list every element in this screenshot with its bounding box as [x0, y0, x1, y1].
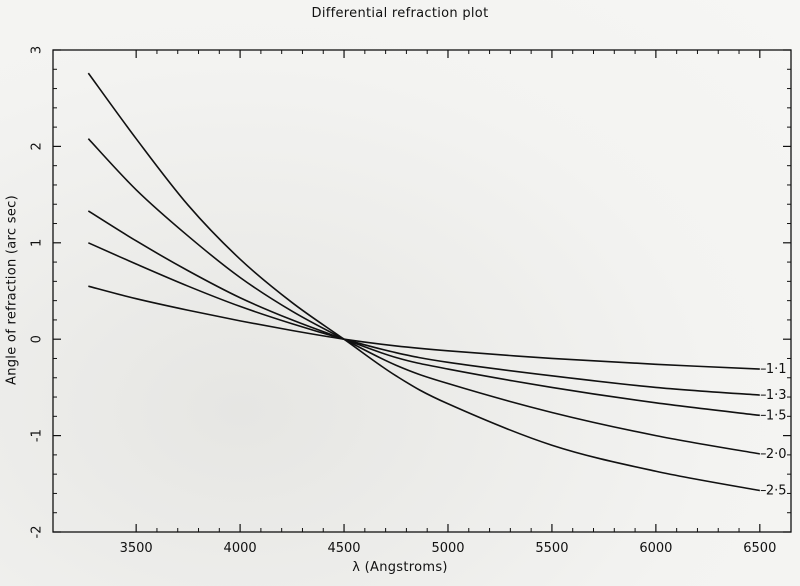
series-line-2 [87, 210, 760, 417]
y-tick-label: 0 [30, 335, 45, 343]
x-tick-label: 6000 [639, 541, 672, 556]
x-tick-label: 6500 [743, 541, 776, 556]
series-end-label: 1·1 [766, 362, 787, 377]
axis-ticks: 3500 4000 4500 5000 5500 6000 6500 -2 -1 0 1 2 3 [30, 46, 791, 556]
series-line-3 [87, 138, 760, 455]
series-line-0 [88, 285, 760, 370]
y-tick-label: -2 [30, 526, 45, 539]
y-tick-label: 1 [30, 239, 45, 247]
series-end-label: 2·0 [766, 447, 787, 462]
series-line-1 [88, 242, 760, 396]
series-labels: 1·1 1·3 1·5 2·0 2·5 [760, 362, 787, 499]
series-end-label: 2·5 [766, 484, 787, 499]
series-line-4 [87, 72, 760, 492]
y-tick-label: 3 [30, 46, 45, 54]
x-tick-label: 4000 [224, 541, 257, 556]
series-end-label: 1·3 [766, 388, 787, 403]
x-tick-label: 5000 [431, 541, 464, 556]
x-axis-label: λ (Angstroms) [352, 560, 448, 575]
x-tick-label: 5500 [535, 541, 568, 556]
plot-frame [52, 49, 792, 533]
series-lines [87, 72, 760, 492]
y-tick-label: 2 [30, 142, 45, 150]
x-tick-label: 3500 [120, 541, 153, 556]
y-tick-label: -1 [30, 429, 45, 442]
chart-title: Differential refraction plot [311, 6, 489, 21]
x-tick-label: 4500 [327, 541, 360, 556]
series-end-label: 1·5 [766, 408, 787, 423]
